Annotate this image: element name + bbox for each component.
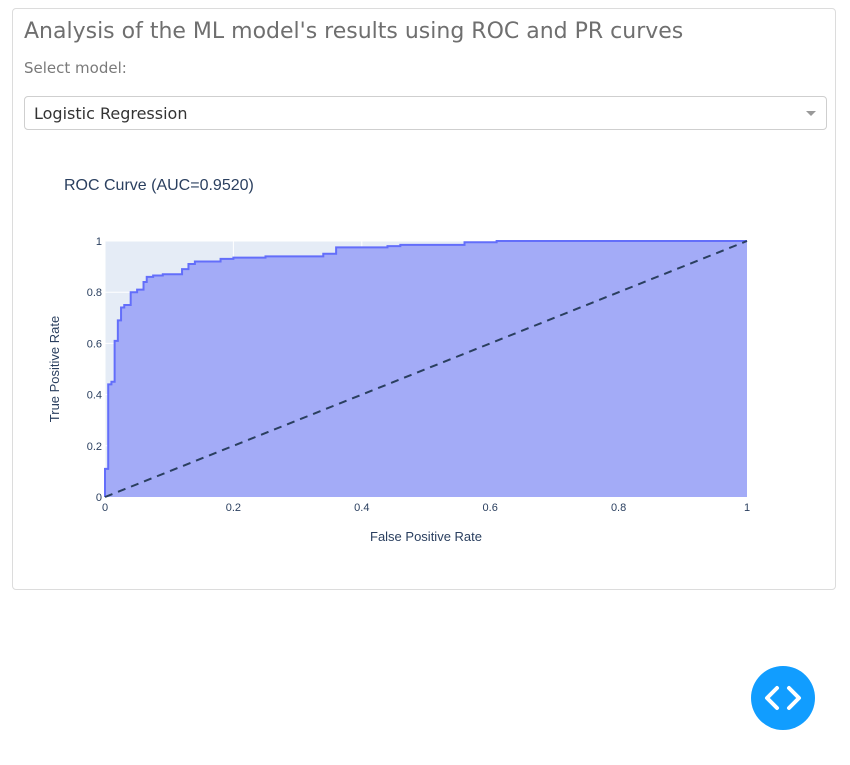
y-tick-labels: 0 0.2 0.4 0.6 0.8 1 (87, 236, 102, 504)
x-axis-label: False Positive Rate (370, 529, 482, 544)
model-dropdown-value: Logistic Regression (34, 104, 188, 123)
code-toggle-button[interactable] (751, 666, 815, 730)
x-tick-label: 0.4 (354, 502, 369, 514)
y-tick-label: 0.2 (87, 441, 102, 453)
roc-curve-line (104, 240, 747, 497)
y-tick-label: 0.4 (87, 390, 102, 402)
y-axis-label: True Positive Rate (47, 316, 62, 422)
page-title: Analysis of the ML model's results using… (24, 19, 684, 44)
analysis-card: Analysis of the ML model's results using… (12, 8, 836, 590)
chevron-down-icon[interactable] (806, 111, 816, 116)
model-dropdown[interactable]: Logistic Regression (24, 96, 827, 130)
code-icon (765, 686, 801, 710)
chart-title: ROC Curve (AUC=0.9520) (64, 177, 254, 194)
x-tick-label: 1 (744, 502, 750, 514)
y-tick-label: 0.6 (87, 338, 102, 350)
y-tick-label: 0 (96, 492, 102, 504)
y-tick-label: 1 (96, 236, 102, 248)
x-tick-label: 0.8 (611, 502, 626, 514)
y-tick-label: 0.8 (87, 287, 102, 299)
x-tick-labels: 0 0.2 0.4 0.6 0.8 1 (102, 502, 750, 514)
x-tick-label: 0.6 (483, 502, 498, 514)
select-model-label: Select model: (24, 59, 127, 77)
x-tick-label: 0.2 (226, 502, 241, 514)
roc-chart: ROC Curve (AUC=0.9520) 0 0.2 0.4 0.6 0.8 1 00… (47, 177, 750, 544)
chance-diagonal-line (104, 240, 748, 498)
x-tick-label: 0 (102, 502, 108, 514)
